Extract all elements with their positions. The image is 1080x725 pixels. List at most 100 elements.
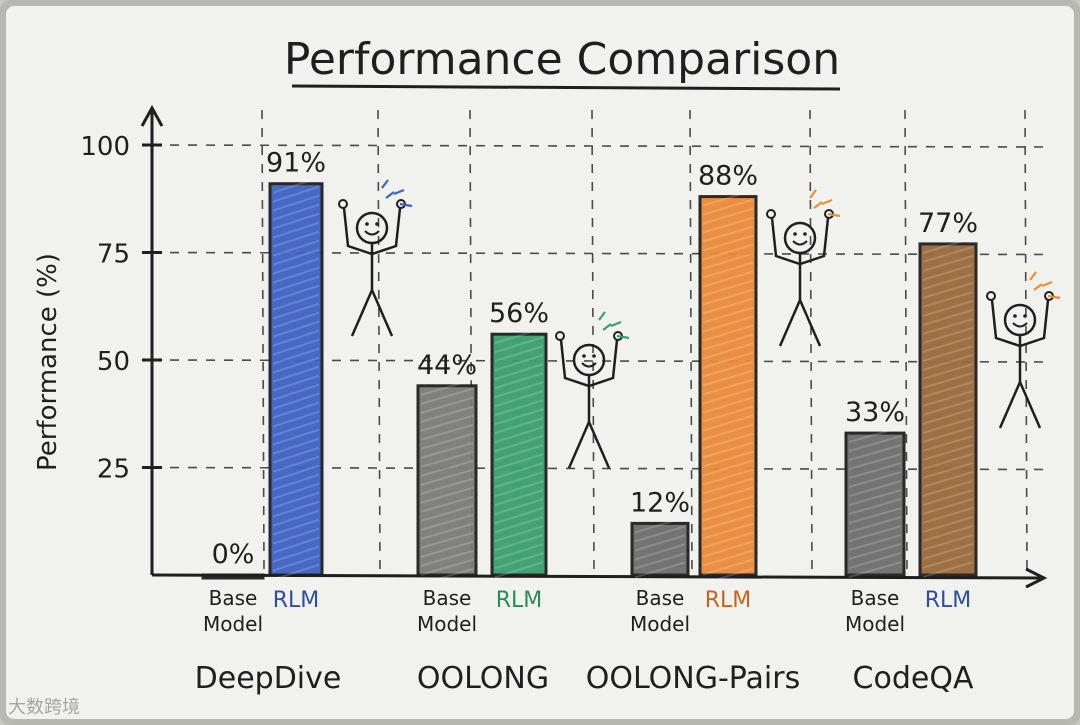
bar-hatch: [272, 365, 320, 383]
figure-legs: [350, 286, 394, 337]
bar-hatch: [922, 443, 974, 461]
y-ticks: 25 50 75 100: [80, 132, 162, 485]
bar-hatch: [420, 450, 474, 468]
bar-hatch: [272, 527, 320, 545]
bar-hatch: [494, 525, 544, 543]
bar-hatch: [272, 239, 320, 257]
bar-value-label: 44%: [417, 350, 477, 381]
bar: [490, 332, 548, 577]
bar-hatch: [922, 470, 974, 488]
bar-hatch: [702, 558, 754, 576]
bar-hatch: [848, 561, 902, 579]
bar-hatch: [494, 417, 544, 435]
bar-value-label: 12%: [630, 487, 690, 518]
bar-hatch: [922, 236, 974, 254]
bar-hatch: [702, 288, 754, 306]
bar-hatch: [922, 326, 974, 344]
figure-eye: [592, 354, 596, 358]
bar-hatch: [420, 441, 474, 459]
bar-hatch: [420, 549, 474, 567]
figure-sparkle: [1041, 280, 1053, 288]
bar-hatch: [272, 518, 320, 536]
bar-hatch: [494, 507, 544, 525]
bar-hatch: [272, 347, 320, 365]
figure-eye: [365, 222, 369, 226]
bar-hatch: [272, 338, 320, 356]
chart-title: Performance Comparison: [284, 34, 840, 85]
bar-hatch: [272, 482, 320, 500]
figure-legs: [778, 296, 822, 347]
bar-hatch: [420, 459, 474, 477]
bar-category-label-line1: Base: [209, 586, 258, 610]
bar-hatch: [702, 360, 754, 378]
bar-hatch: [848, 435, 902, 453]
bar-hatch: [272, 194, 320, 212]
bar-hatch: [272, 428, 320, 446]
bar-hatch: [702, 450, 754, 468]
figure-eye: [375, 222, 379, 226]
figure-eye: [803, 232, 807, 236]
bar-hatch: [922, 542, 974, 560]
bar-hatch: [420, 387, 474, 405]
bar-category-label: RLM: [496, 588, 543, 613]
bar-hatch: [922, 515, 974, 533]
bar-hatch: [848, 471, 902, 489]
bar-hatch: [922, 254, 974, 272]
bar-hatch: [702, 486, 754, 504]
bar-hatch: [420, 477, 474, 495]
y-tick-label: 100: [80, 132, 130, 162]
bar-hatch: [272, 536, 320, 554]
figure-smile: [364, 230, 380, 236]
bar-hatch: [272, 302, 320, 320]
figure-arms: [342, 207, 402, 256]
bar-hatch: [272, 473, 320, 491]
bar-hatch: [702, 243, 754, 261]
bar-hatch: [702, 414, 754, 432]
bar-hatch: [420, 423, 474, 441]
bar-category-label-line1: Base: [423, 586, 472, 610]
bar-category-label-line2: Model: [845, 612, 905, 636]
gridline-h: [151, 144, 1046, 148]
bar-hatch: [634, 534, 686, 552]
bar-hatch: [702, 432, 754, 450]
bar-hatch: [922, 488, 974, 506]
y-tick-label: 75: [97, 240, 130, 270]
bar-hatch: [494, 552, 544, 570]
bar-hatch: [702, 324, 754, 342]
bar-hatch: [702, 522, 754, 540]
bar-hatch: [702, 468, 754, 486]
bar-hatch: [848, 525, 902, 543]
bar: [201, 573, 265, 580]
figure-hand: [338, 199, 348, 209]
bar-hatch: [272, 176, 320, 194]
bar-hatch: [494, 543, 544, 561]
figure-sparkle: [1033, 283, 1043, 291]
bar-hatch: [848, 552, 902, 570]
figure-hand: [555, 331, 565, 341]
bar-hatch: [494, 336, 544, 354]
bar-hatch: [848, 480, 902, 498]
gridline-v: [591, 109, 595, 573]
bar-hatch: [922, 524, 974, 542]
bars: 0%BaseModel91%RLMDeepDive44%BaseModel56%…: [195, 148, 978, 696]
bar-hatch: [922, 299, 974, 317]
bar-hatch: [702, 423, 754, 441]
bar-hatch: [494, 444, 544, 462]
bar-hatch: [922, 506, 974, 524]
bar-hatch: [420, 396, 474, 414]
bar-value-label: 0%: [212, 539, 255, 570]
bar-category-label-line2: Model: [203, 612, 263, 636]
gridline-v: [1024, 109, 1028, 573]
bar-hatch: [848, 444, 902, 462]
figure-arms: [770, 217, 830, 266]
bar-hatch: [494, 462, 544, 480]
bar-hatch: [634, 543, 686, 561]
bar-hatch: [494, 489, 544, 507]
bar-hatch: [702, 279, 754, 297]
bar-hatch: [848, 426, 902, 444]
stick-figure: [766, 189, 841, 347]
bar-hatch: [702, 504, 754, 522]
bar-hatch: [702, 216, 754, 234]
bar-hatch: [272, 392, 320, 410]
